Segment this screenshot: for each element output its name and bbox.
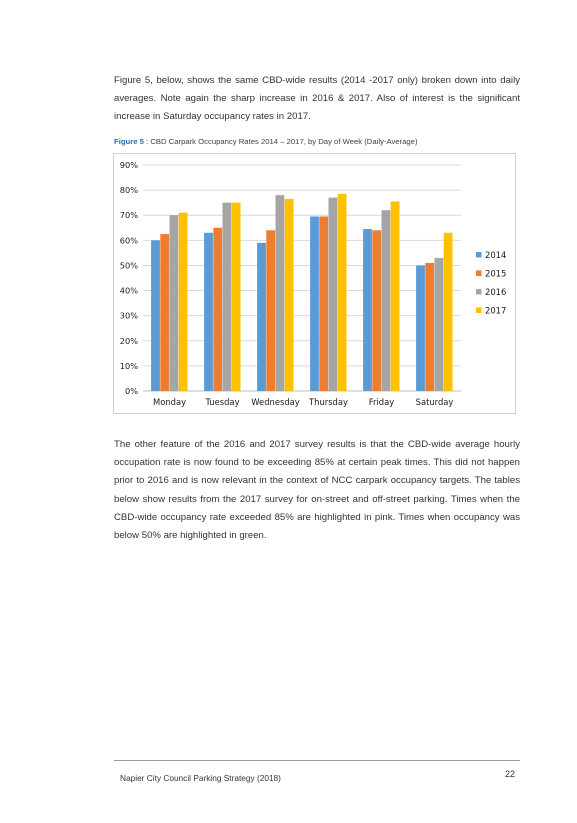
figure-caption-text: : CBD Carpark Occupancy Rates 2014 – 201…	[143, 137, 418, 146]
bar-2015-thursday	[319, 216, 329, 391]
footer-title: Napier City Council Parking Strategy (20…	[120, 773, 281, 783]
page-number: 22	[505, 769, 516, 779]
x-tick-label: Wednesday	[251, 397, 300, 407]
occupancy-chart: 0% 10% 20% 30% 40% 50% 60% 70% 80% 90% Monday Tuesd…	[113, 153, 516, 414]
bar-2015-friday	[372, 230, 382, 391]
bar-2017-saturday	[443, 232, 453, 391]
bar-2015-monday	[160, 234, 170, 391]
bar-2016-tuesday	[222, 202, 232, 391]
y-tick-label: 40%	[120, 286, 138, 296]
legend-swatch	[476, 270, 482, 276]
intro-paragraph: Figure 5, below, shows the same CBD-wide…	[114, 75, 520, 123]
x-tick-label: Monday	[153, 397, 186, 407]
footer-divider	[114, 760, 520, 761]
bar-2016-monday	[169, 215, 179, 391]
x-tick-label: Thursday	[308, 397, 348, 407]
bar-2017-wednesday	[284, 198, 294, 391]
legend-swatch	[476, 307, 482, 313]
legend-swatch	[476, 252, 482, 258]
y-tick-label: 0%	[125, 386, 138, 396]
legend-label: 2017	[485, 306, 506, 316]
y-tick-label: 30%	[120, 311, 138, 321]
bar-2014-thursday	[310, 216, 319, 391]
legend-swatch	[476, 289, 482, 295]
bar-2016-saturday	[434, 257, 444, 391]
y-tick-label: 90%	[120, 160, 138, 170]
bar-2017-thursday	[337, 193, 347, 391]
x-tick-label: Friday	[369, 397, 394, 407]
bar-2014-tuesday	[204, 232, 213, 391]
y-tick-label: 20%	[120, 336, 138, 346]
legend-label: 2016	[485, 287, 506, 297]
bar-2015-saturday	[425, 262, 435, 391]
bar-2014-monday	[151, 240, 160, 391]
bar-2014-friday	[363, 229, 372, 391]
x-tick-label: Saturday	[416, 397, 454, 407]
y-tick-label: 10%	[120, 361, 138, 371]
x-tick-label: Tuesday	[204, 397, 239, 407]
bar-2015-tuesday	[213, 227, 223, 391]
figure-number: Figure 5	[114, 137, 144, 146]
body-paragraph: The other feature of the 2016 and 2017 s…	[114, 439, 520, 542]
bar-2014-saturday	[416, 265, 425, 391]
y-tick-label: 70%	[120, 210, 138, 220]
y-tick-label: 60%	[120, 235, 138, 245]
bar-2016-wednesday	[275, 195, 285, 391]
chart-svg: 0% 10% 20% 30% 40% 50% 60% 70% 80% 90% Monday Tuesd…	[120, 160, 507, 407]
y-tick-label: 50%	[120, 260, 138, 270]
bar-2017-tuesday	[231, 202, 241, 391]
bar-2017-friday	[390, 201, 400, 391]
figure-caption: Figure 5 : CBD Carpark Occupancy Rates 2…	[114, 137, 418, 146]
bar-2016-thursday	[328, 197, 338, 391]
y-tick-label: 80%	[120, 185, 138, 195]
bar-2015-wednesday	[266, 230, 276, 391]
bar-2017-monday	[178, 212, 188, 391]
legend-label: 2014	[485, 250, 506, 260]
legend-label: 2015	[485, 269, 506, 279]
bar-2016-friday	[381, 210, 391, 391]
bar-2014-wednesday	[257, 242, 266, 391]
